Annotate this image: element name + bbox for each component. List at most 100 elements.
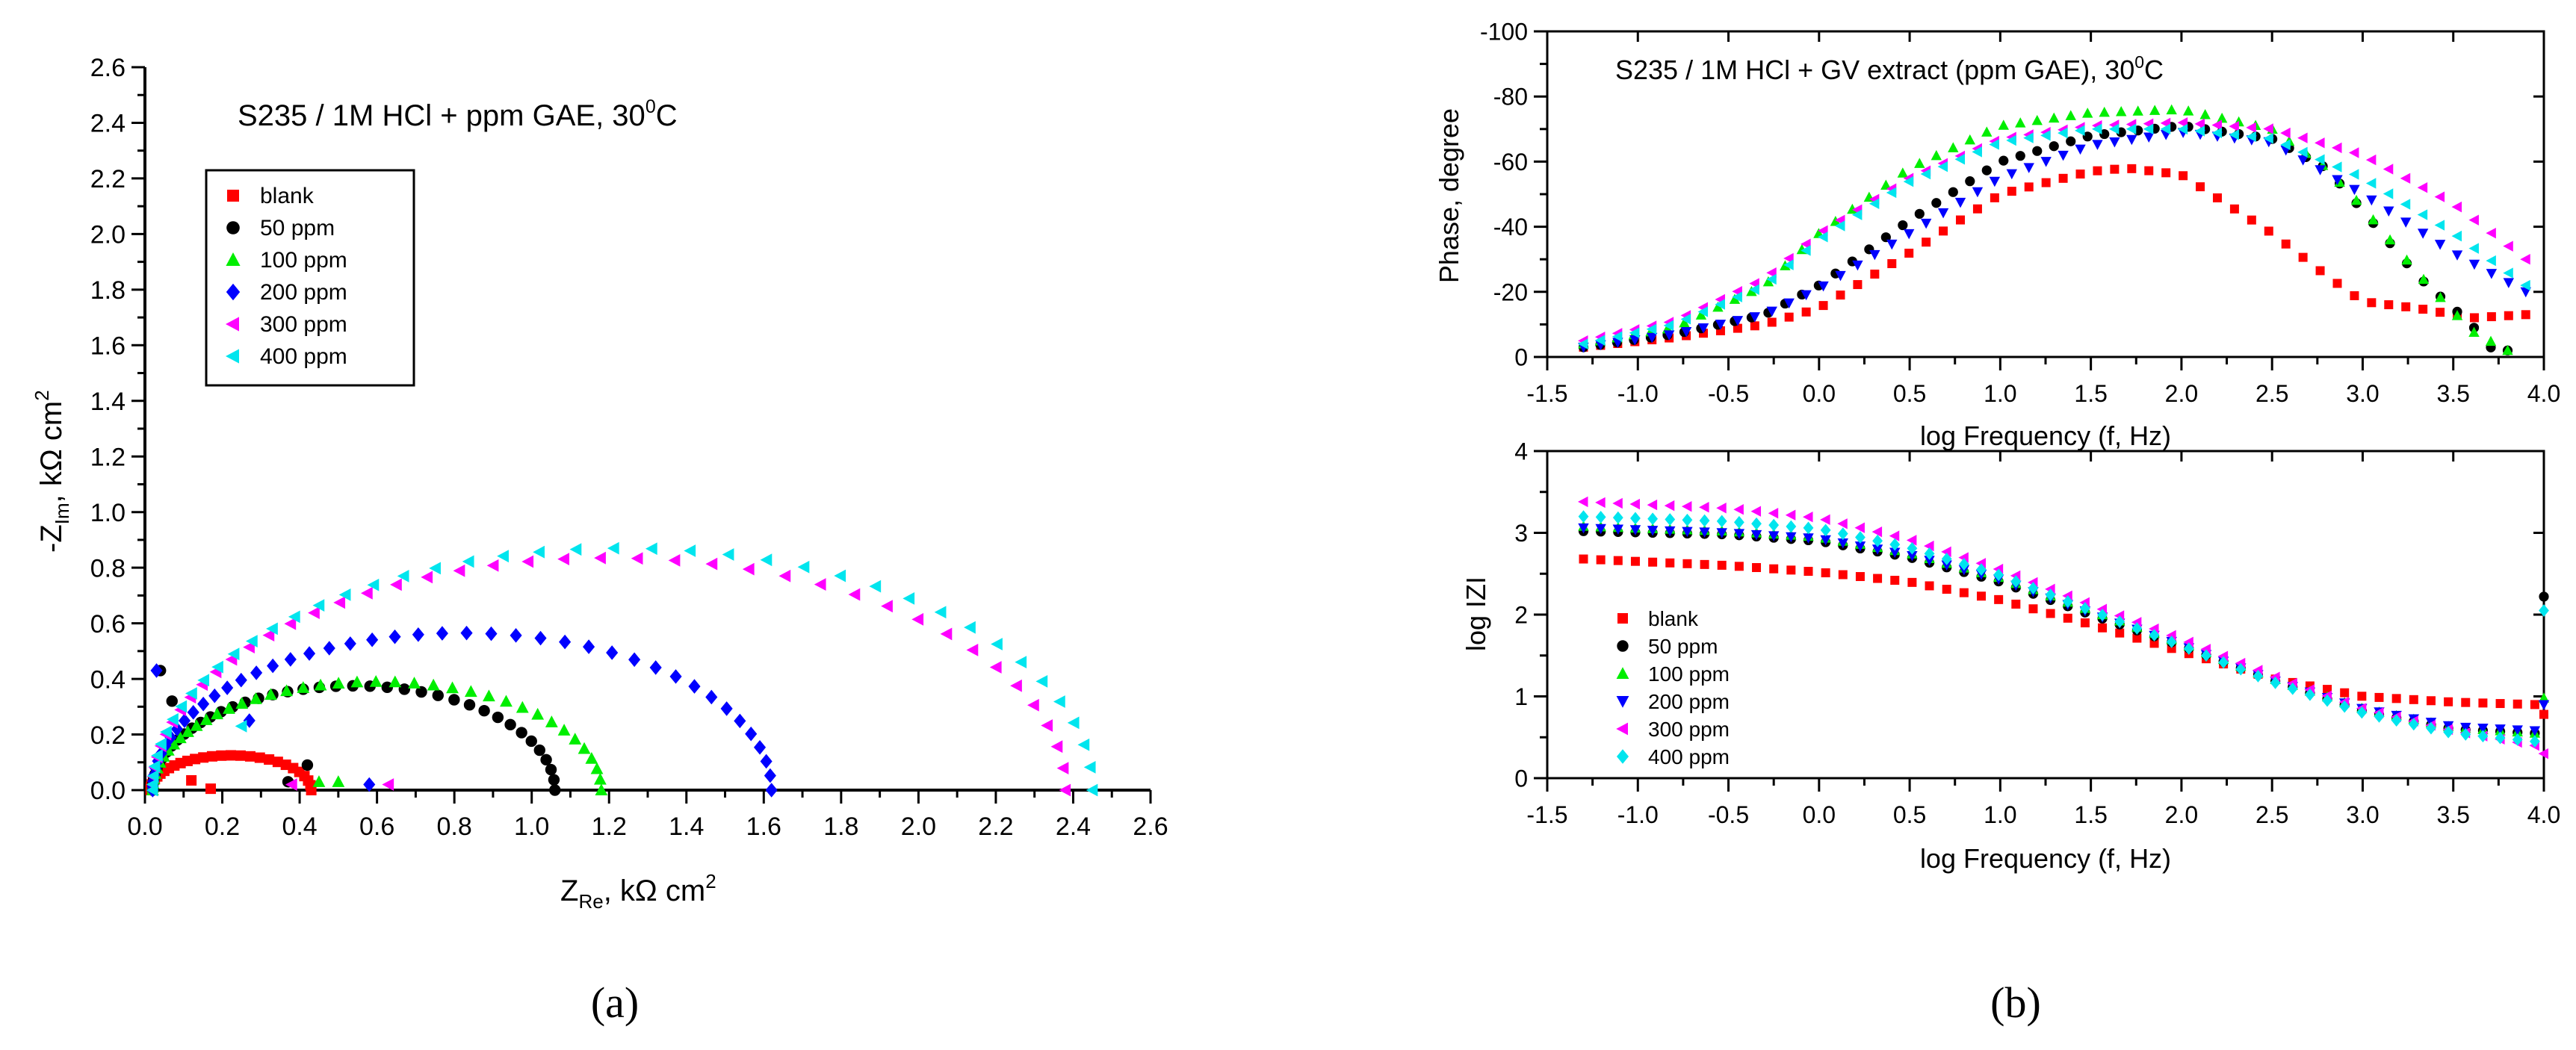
- mod-point-blank: [2080, 618, 2090, 628]
- nyquist-point-blank: [205, 783, 217, 795]
- phase-point-blank: [2332, 279, 2342, 288]
- mod-point-300-ppm: [1820, 514, 1830, 526]
- mod-point-blank: [2539, 709, 2548, 719]
- phase-point-300-ppm: [2229, 120, 2239, 132]
- nyquist-point-200-ppm: [208, 688, 221, 703]
- phase-point-100-ppm: [1948, 142, 1959, 152]
- phase-point-400-ppm: [1818, 232, 1828, 243]
- phase-point-blank: [1784, 312, 1794, 322]
- mod-point-blank: [1769, 564, 1779, 574]
- phase-point-400-ppm: [2143, 123, 2154, 134]
- mod-point-400-ppm: [2131, 622, 2143, 635]
- nyquist-point-300-ppm: [848, 588, 861, 601]
- nyquist-point-blank: [254, 752, 265, 763]
- phase-point-400-ppm: [2160, 123, 2171, 134]
- mod-point-blank: [1700, 559, 1709, 569]
- mod-point-blank: [2323, 685, 2332, 695]
- mod-point-400-ppm: [1716, 515, 1727, 528]
- phase-chart: -1.5 -1.0 -0.5 0.0 0.5 1.0 1.5 2.0 2.5 3.0 3.5 4.0 …: [1434, 19, 2560, 451]
- mod-point-200-ppm: [1750, 529, 1762, 541]
- nyquist-point-300-ppm: [966, 643, 979, 656]
- modulus-x-ticks: -1.5 -1.0 -0.5 0.0 0.5 1.0 1.5 2.0 2.5 3.0 3.5 4.0: [1526, 451, 2560, 828]
- phase-point-50-ppm: [1981, 165, 1992, 175]
- nyquist-point-100-ppm: [464, 685, 477, 698]
- x-tick-label: -1.0: [1617, 380, 1659, 407]
- phase-point-blank: [1733, 323, 1742, 333]
- phase-point-400-ppm: [1663, 320, 1674, 332]
- phase-point-100-ppm: [1762, 276, 1774, 287]
- phase-point-400-ppm: [1834, 220, 1845, 232]
- x-tick-label: 2.2: [978, 813, 1013, 841]
- phase-point-400-ppm: [2297, 146, 2308, 158]
- mod-point-400-ppm: [2443, 725, 2454, 739]
- phase-point-200-ppm: [2075, 144, 2086, 155]
- mod-point-400-ppm: [2426, 721, 2436, 735]
- phase-point-blank: [2315, 266, 2325, 276]
- y-tick-label: 1.6: [90, 332, 126, 361]
- phase-point-400-ppm: [1646, 323, 1657, 335]
- phase-point-400-ppm: [1629, 327, 1640, 338]
- nyquist-point-400-ppm: [148, 759, 161, 773]
- phase-point-400-ppm: [1954, 154, 1966, 165]
- mod-point-200-ppm: [2495, 724, 2506, 735]
- mod-point-blank: [1596, 555, 1606, 565]
- nyquist-point-50-ppm: [398, 683, 410, 695]
- phase-point-400-ppm: [2400, 199, 2411, 210]
- nyquist-point-blank: [186, 774, 197, 786]
- nyquist-point-300-ppm: [486, 559, 499, 572]
- nyquist-point-400-ppm: [160, 725, 172, 739]
- mod-point-200-ppm: [1907, 550, 1918, 562]
- nyquist-point-100-ppm: [211, 707, 223, 720]
- phase-point-blank: [2401, 302, 2411, 311]
- legend-label-100-ppm: 100 ppm: [1648, 662, 1730, 686]
- mod-point-blank: [2512, 699, 2522, 709]
- phase-point-400-ppm: [1989, 139, 1999, 150]
- phase-point-300-ppm: [2211, 119, 2222, 131]
- legend-marker-200-ppm: [1616, 696, 1629, 708]
- phase-point-blank: [1750, 321, 1759, 331]
- phase-point-50-ppm: [2032, 146, 2043, 156]
- nyquist-point-100-ppm: [314, 678, 327, 691]
- x-tick-label: -1.0: [1617, 801, 1659, 828]
- phase-point-400-ppm: [2348, 169, 2359, 180]
- phase-point-400-ppm: [1680, 314, 1691, 325]
- nyquist-point-300-ppm: [1041, 719, 1053, 732]
- mod-point-blank: [1734, 562, 1744, 571]
- phase-point-200-ppm: [2332, 175, 2343, 185]
- x-tick-label: 3.0: [2346, 380, 2379, 407]
- nyquist-point-400-ppm: [1077, 738, 1090, 751]
- mod-point-200-ppm: [1578, 523, 1589, 534]
- mod-point-400-ppm: [1630, 512, 1641, 525]
- x-tick-label: 2.6: [1133, 813, 1168, 841]
- mod-point-400-ppm: [1578, 510, 1589, 523]
- phase-point-300-ppm: [2194, 118, 2205, 130]
- phase-point-400-ppm: [1886, 187, 1897, 199]
- legend-marker-300-ppm: [1616, 722, 1628, 736]
- mod-point-400-ppm: [2339, 700, 2350, 713]
- nyquist-point-50-ppm: [478, 705, 490, 717]
- nyquist-point-400-ppm: [288, 610, 300, 624]
- phase-point-blank: [2350, 291, 2359, 300]
- nyquist-point-200-ppm: [649, 660, 662, 675]
- y-tick-label: -60: [1493, 149, 1528, 175]
- nyquist-point-50-ppm: [548, 774, 560, 786]
- nyquist-point-blank: [198, 752, 209, 763]
- nyquist-point-100-ppm: [557, 724, 571, 736]
- nyquist-point-400-ppm: [1083, 760, 1096, 774]
- phase-point-blank: [2127, 164, 2137, 173]
- phase-point-400-ppm: [1697, 306, 1709, 317]
- phase-point-100-ppm: [1830, 215, 1842, 226]
- x-tick-label: 3.0: [2346, 801, 2379, 828]
- nyquist-point-400-ppm: [934, 606, 947, 619]
- nyquist-point-300-ppm: [814, 578, 826, 591]
- phase-point-400-ppm: [2331, 161, 2342, 173]
- phase-point-400-ppm: [2434, 220, 2445, 231]
- legend-label-300-ppm: 300 ppm: [260, 312, 347, 337]
- phase-point-blank: [1887, 259, 1897, 269]
- mod-point-400-ppm: [2201, 649, 2211, 662]
- y-tick-label: 0.8: [90, 554, 126, 583]
- phase-point-blank: [2007, 187, 2016, 196]
- mod-point-400-ppm: [1820, 524, 1831, 537]
- phase-point-blank: [1939, 226, 1948, 236]
